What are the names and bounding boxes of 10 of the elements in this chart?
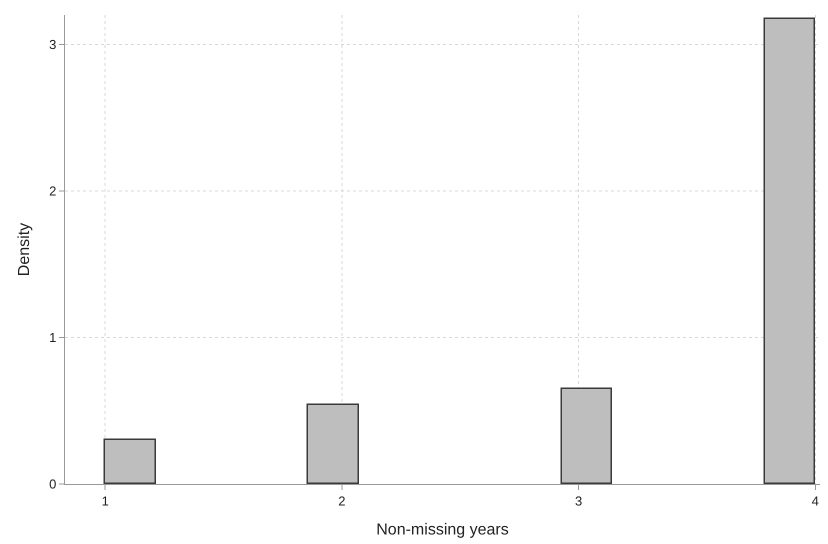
x-tick-label: 2 xyxy=(338,494,346,509)
x-tick-label: 4 xyxy=(812,494,819,509)
x-tick-label: 3 xyxy=(574,494,582,509)
y-tick-label: 3 xyxy=(49,36,56,52)
y-axis-title: Density xyxy=(16,222,34,276)
x-axis-title: Non-missing years xyxy=(376,521,509,538)
y-tick-label: 0 xyxy=(49,476,56,492)
y-tick-label: 2 xyxy=(49,183,56,198)
y-tick-label: 1 xyxy=(49,330,56,345)
x-tick-label: 1 xyxy=(102,494,109,509)
